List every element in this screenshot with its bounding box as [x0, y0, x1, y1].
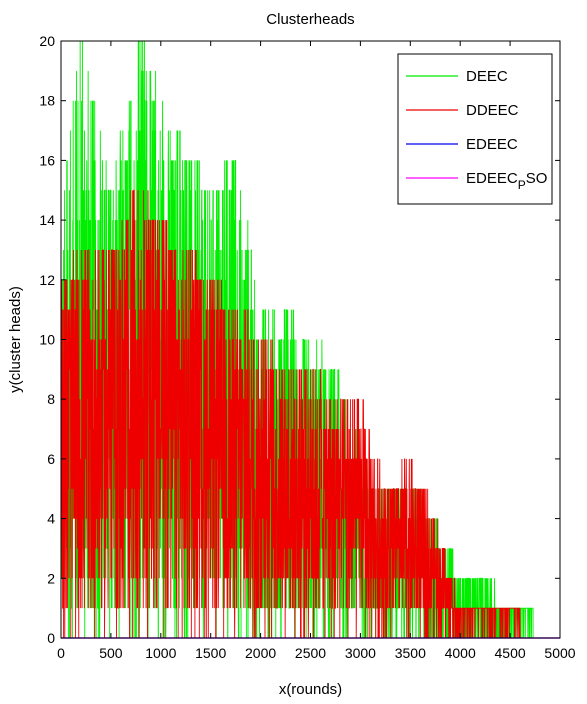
x-tick-label: 1000	[145, 645, 176, 661]
y-tick-label: 18	[39, 93, 55, 109]
y-tick-label: 14	[39, 212, 55, 228]
x-tick-label: 1500	[195, 645, 226, 661]
x-tick-label: 0	[57, 645, 65, 661]
legend-entry: DEEC	[466, 68, 508, 85]
axis-layer: 0 500 1000 1500 2000 2500 3000 3500 4000 4500 5000…	[39, 33, 575, 661]
chart-title: Clusterheads	[266, 11, 354, 28]
legend-box	[397, 53, 553, 205]
legend-entry: EDEEC	[466, 136, 518, 153]
x-tick-label: 2500	[295, 645, 326, 661]
y-tick-label: 4	[47, 511, 55, 527]
x-tick-label: 2000	[245, 645, 276, 661]
legend-entry: EDEECPSO	[466, 170, 547, 192]
y-axis-label: y(cluster heads)	[7, 286, 24, 393]
x-tick-label: 3500	[395, 645, 426, 661]
x-tick-label: 5000	[544, 645, 575, 661]
x-tick-label: 3000	[345, 645, 376, 661]
y-tick-label: 10	[39, 332, 55, 348]
y-tick-label: 6	[47, 451, 55, 467]
y-tick-label: 20	[39, 33, 55, 49]
legend-entry: DDEEC	[466, 102, 519, 119]
y-tick-label: 8	[47, 391, 55, 407]
x-tick-label: 500	[99, 645, 123, 661]
y-tick-label: 12	[39, 272, 55, 288]
x-tick-label: 4000	[445, 645, 476, 661]
y-tick-label: 2	[47, 570, 55, 586]
series-line-ddeec	[60, 189, 560, 639]
legend-label-tail: SO	[526, 170, 548, 187]
legend-label-subscript: P	[518, 178, 526, 192]
legend-label-main: EDEEC	[466, 170, 518, 187]
x-tick-label: 4500	[495, 645, 526, 661]
y-tick-label: 16	[39, 152, 55, 168]
x-axis-label: x(rounds)	[279, 681, 342, 698]
y-tick-label: 0	[47, 630, 55, 646]
